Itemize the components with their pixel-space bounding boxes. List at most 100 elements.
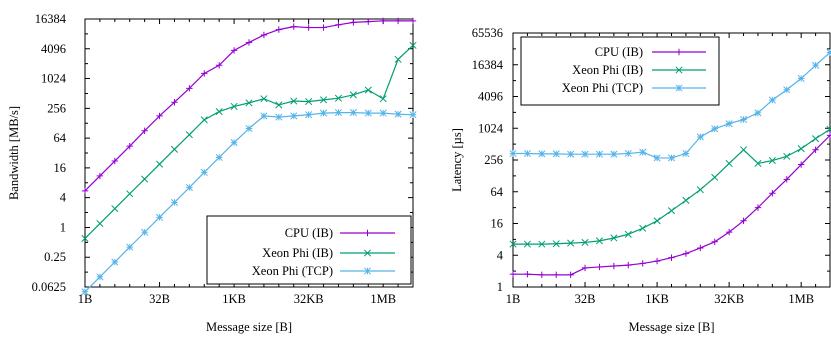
data-point [96, 219, 104, 228]
data-point [409, 41, 417, 49]
y-tick-label: 1 [60, 220, 66, 234]
y-axis-label: Latency [µs] [450, 128, 464, 192]
data-point [675, 84, 683, 92]
legend-label: CPU (IB) [285, 226, 333, 240]
y-tick-label: 64 [491, 185, 504, 199]
data-point [379, 109, 387, 117]
data-point [754, 159, 762, 168]
y-tick-label: 0.0625 [32, 280, 66, 294]
data-point [215, 153, 223, 162]
data-point [334, 109, 343, 117]
data-point [170, 198, 179, 207]
data-point [826, 48, 831, 57]
data-point [581, 264, 589, 272]
data-point [305, 98, 313, 106]
data-point [552, 240, 560, 248]
data-point [667, 154, 676, 162]
data-point [653, 217, 661, 225]
data-point [797, 161, 805, 168]
data-point [275, 101, 283, 109]
y-tick-label: 4096 [478, 90, 503, 104]
data-point [81, 288, 89, 296]
legend-label: Xeon Phi (IB) [572, 63, 643, 77]
data-point [826, 132, 831, 139]
legend-label: Xeon Phi (TCP) [252, 264, 333, 278]
x-tick-label: 32KB [714, 292, 744, 306]
data-point [624, 230, 632, 238]
data-point [783, 152, 791, 160]
data-point [696, 133, 704, 141]
data-point [768, 156, 776, 165]
data-point [155, 160, 164, 168]
data-point [754, 204, 762, 211]
series-line [513, 128, 831, 245]
y-tick-label: 65536 [472, 26, 503, 40]
data-point [739, 146, 748, 154]
data-point [365, 18, 372, 25]
data-point [538, 150, 546, 158]
data-point [260, 95, 268, 103]
data-point [185, 131, 193, 139]
data-point [126, 142, 133, 150]
data-point [682, 250, 690, 257]
data-point [667, 207, 676, 215]
data-point [170, 145, 179, 153]
x-tick-label: 1MB [370, 292, 396, 306]
data-point [739, 115, 748, 124]
data-point [725, 228, 733, 236]
data-point [126, 243, 134, 251]
y-tick-label: 16 [491, 217, 504, 231]
data-point [275, 26, 283, 33]
x-axis-label: Message size [B] [628, 320, 714, 334]
data-point [290, 23, 297, 30]
y-tick-label: 16384 [472, 58, 504, 72]
data-point [610, 262, 618, 270]
y-tick-label: 256 [47, 101, 66, 115]
data-point [275, 113, 283, 121]
data-point [639, 260, 646, 267]
data-point [334, 94, 343, 102]
x-axis-label: Message size [B] [206, 320, 292, 334]
data-point [155, 213, 164, 221]
y-tick-label: 1024 [41, 72, 67, 86]
data-point [290, 112, 298, 120]
data-point [812, 135, 820, 143]
data-point [200, 116, 208, 124]
x-tick-label: 32B [575, 292, 596, 306]
data-point [769, 190, 776, 197]
data-point [523, 149, 531, 158]
data-point [379, 17, 387, 25]
data-point [797, 74, 805, 83]
data-point [185, 184, 193, 192]
data-point [394, 17, 402, 25]
data-point [201, 70, 208, 77]
data-point [567, 239, 575, 247]
y-tick-label: 1 [497, 280, 503, 294]
data-point [81, 187, 89, 195]
data-point [675, 48, 683, 56]
x-tick-label: 1B [78, 292, 93, 306]
data-point [668, 254, 675, 261]
data-point [711, 125, 719, 133]
data-point [754, 109, 762, 117]
data-point [409, 111, 417, 119]
data-point [740, 217, 747, 225]
y-tick-label: 4 [497, 248, 504, 262]
data-point [639, 224, 647, 232]
data-point [364, 109, 372, 117]
data-point [581, 238, 589, 246]
latency-chart: 1 4 16 64 256 1024 4096 16384 65536 1B 32B 1KB 32KB 1… [450, 26, 831, 334]
data-point [171, 99, 178, 106]
y-tick-label: 1024 [478, 121, 504, 135]
y-tick-label: 256 [484, 153, 503, 167]
data-point [335, 21, 342, 29]
data-point [260, 31, 268, 39]
x-tick-label: 1B [506, 292, 521, 306]
data-point [595, 150, 604, 158]
data-point [364, 229, 371, 237]
data-point [725, 159, 733, 168]
data-point [81, 234, 89, 242]
x-tick-label: 1KB [222, 292, 246, 306]
legend-label: Xeon Phi (IB) [262, 246, 333, 260]
